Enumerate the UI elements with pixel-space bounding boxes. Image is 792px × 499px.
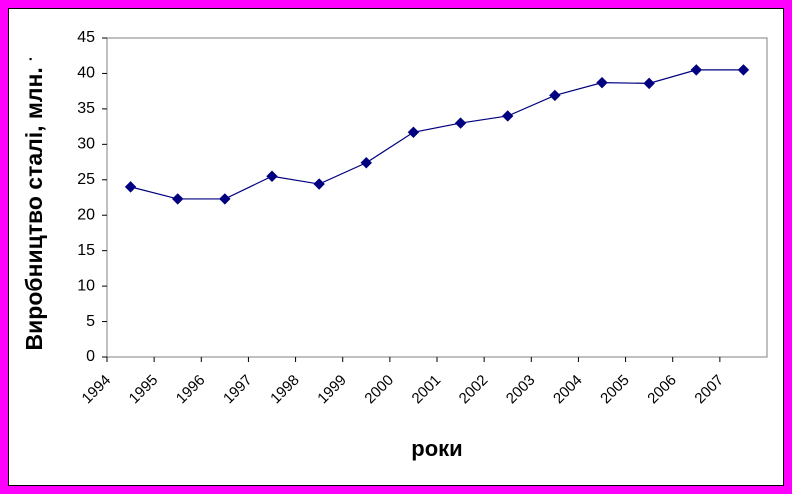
plot-area [106,37,768,358]
marker [219,193,231,205]
y-tick-label: 20 [77,206,95,223]
y-tick-label: 10 [77,277,95,294]
y-tick-label: 5 [86,313,95,330]
marker [596,76,608,89]
marker [690,64,702,76]
y-tick-label: 45 [77,29,95,46]
x-axis-title: роки [411,436,462,461]
marker [643,77,655,90]
marker [266,170,278,182]
y-tick-label: 35 [77,100,95,117]
chart-border [8,8,784,486]
marker [502,110,514,122]
y-tick-label: 15 [77,242,95,259]
marker [737,64,750,76]
marker [124,181,137,193]
marker [549,89,561,102]
marker [454,117,467,129]
line [130,69,744,200]
y-tick-label: 0 [86,348,95,365]
marker [172,193,184,205]
marker [313,178,325,190]
marker [360,157,372,169]
marker [407,126,420,138]
y-tick-label: 25 [77,171,95,188]
y-tick-label: 40 [77,65,95,82]
y-tick-label: 30 [77,136,95,153]
y-axis-title: Виробництво сталі, млн. т [21,50,47,351]
